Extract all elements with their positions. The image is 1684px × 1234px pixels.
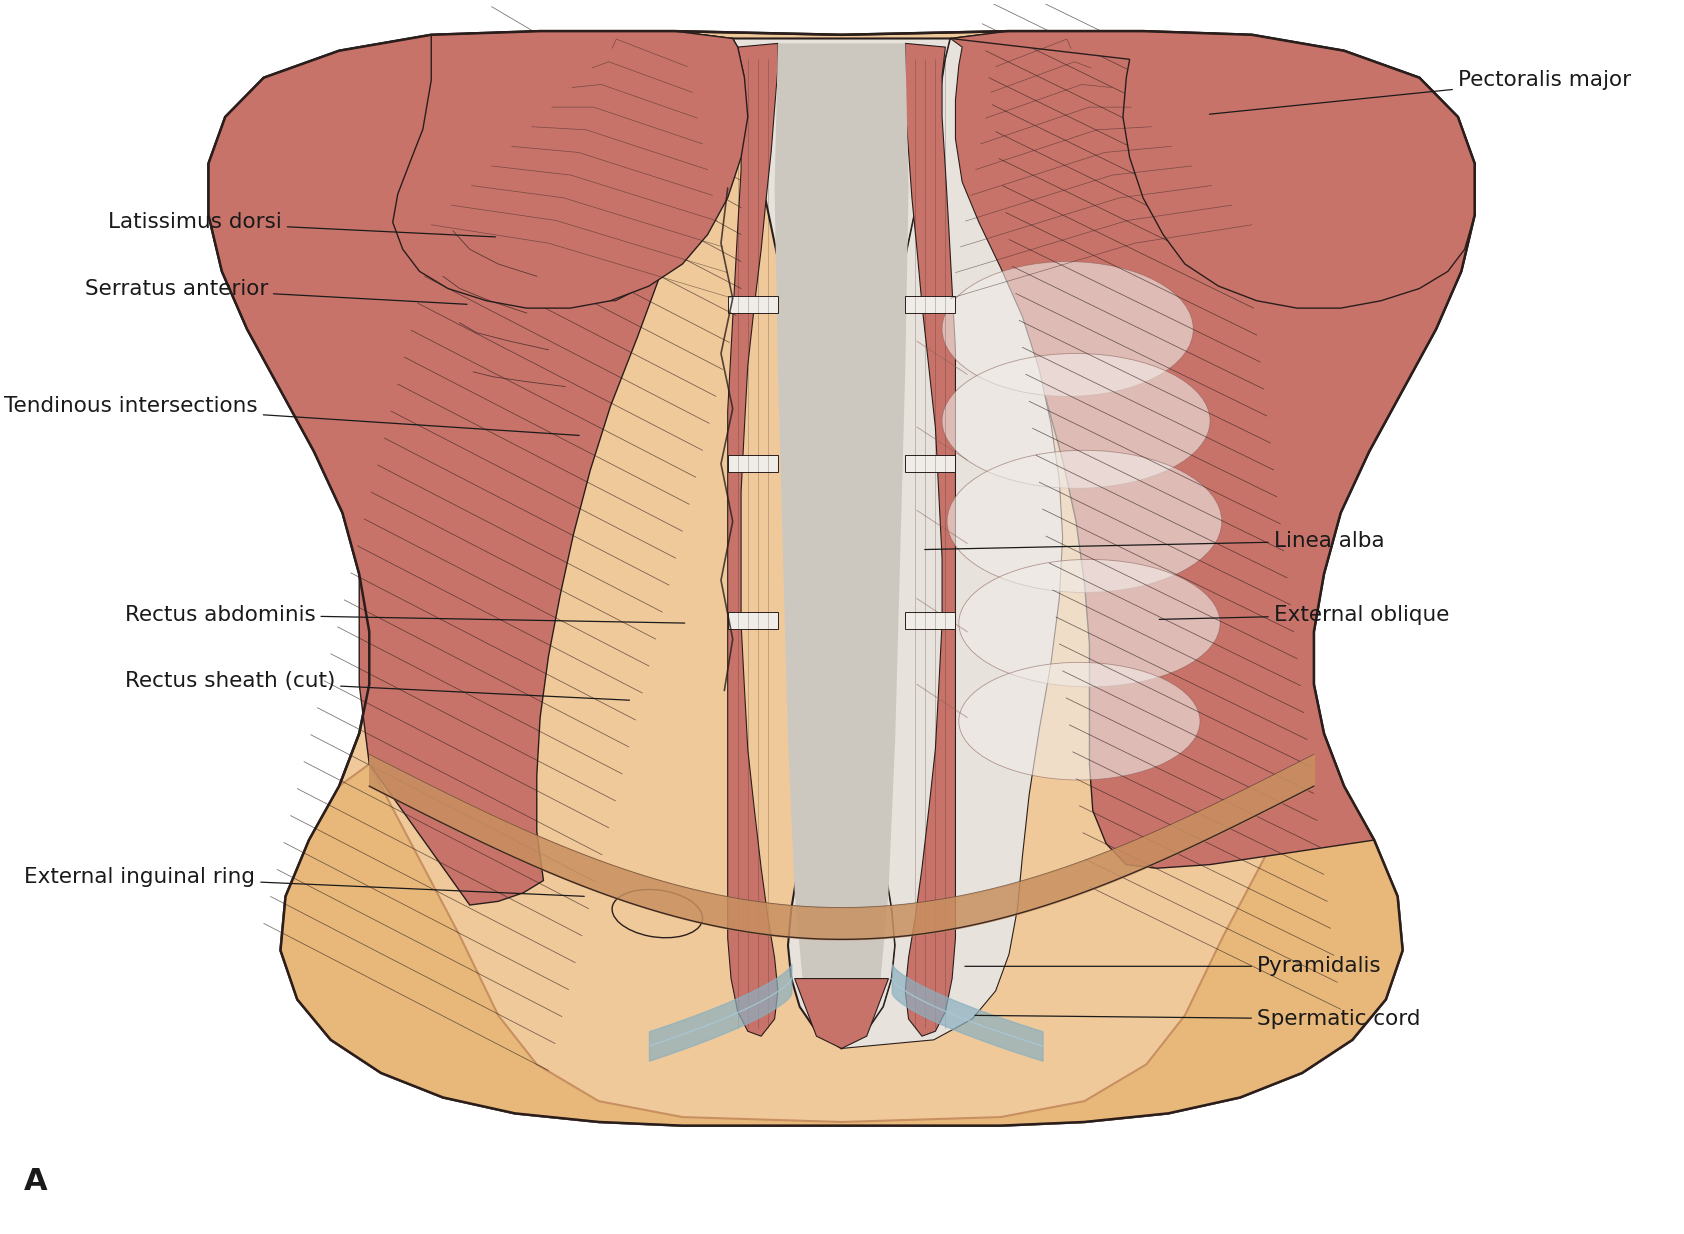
Polygon shape	[209, 31, 733, 905]
Text: External oblique: External oblique	[1159, 605, 1448, 624]
Polygon shape	[727, 612, 778, 629]
Text: Pyramidalis: Pyramidalis	[965, 956, 1381, 976]
Text: A: A	[24, 1166, 47, 1196]
Polygon shape	[906, 43, 955, 1037]
Ellipse shape	[946, 450, 1223, 592]
Polygon shape	[906, 455, 955, 473]
Text: Linea alba: Linea alba	[925, 531, 1384, 552]
Polygon shape	[392, 31, 748, 309]
Polygon shape	[209, 31, 1475, 1125]
Text: Rectus abdominis: Rectus abdominis	[125, 605, 685, 624]
Ellipse shape	[941, 353, 1211, 489]
Ellipse shape	[958, 663, 1201, 780]
Polygon shape	[727, 296, 778, 313]
Polygon shape	[795, 979, 889, 1049]
Polygon shape	[733, 38, 950, 1049]
Text: Pectoralis major: Pectoralis major	[1209, 70, 1632, 115]
Polygon shape	[281, 764, 1403, 1125]
Polygon shape	[906, 296, 955, 313]
Text: Rectus sheath (cut): Rectus sheath (cut)	[125, 671, 630, 700]
Polygon shape	[950, 31, 1475, 309]
Text: Spermatic cord: Spermatic cord	[975, 1009, 1420, 1029]
Polygon shape	[727, 455, 778, 473]
Ellipse shape	[941, 262, 1194, 396]
Polygon shape	[775, 43, 909, 1049]
Polygon shape	[906, 612, 955, 629]
Polygon shape	[938, 31, 1475, 869]
Text: Latissimus dorsi: Latissimus dorsi	[108, 212, 495, 237]
Text: External inguinal ring: External inguinal ring	[24, 866, 584, 896]
Text: Tendinous intersections: Tendinous intersections	[3, 396, 579, 436]
Polygon shape	[515, 31, 744, 301]
Polygon shape	[842, 38, 1063, 1049]
Polygon shape	[727, 43, 778, 1037]
Ellipse shape	[958, 559, 1221, 687]
Text: Serratus anterior: Serratus anterior	[84, 279, 466, 305]
